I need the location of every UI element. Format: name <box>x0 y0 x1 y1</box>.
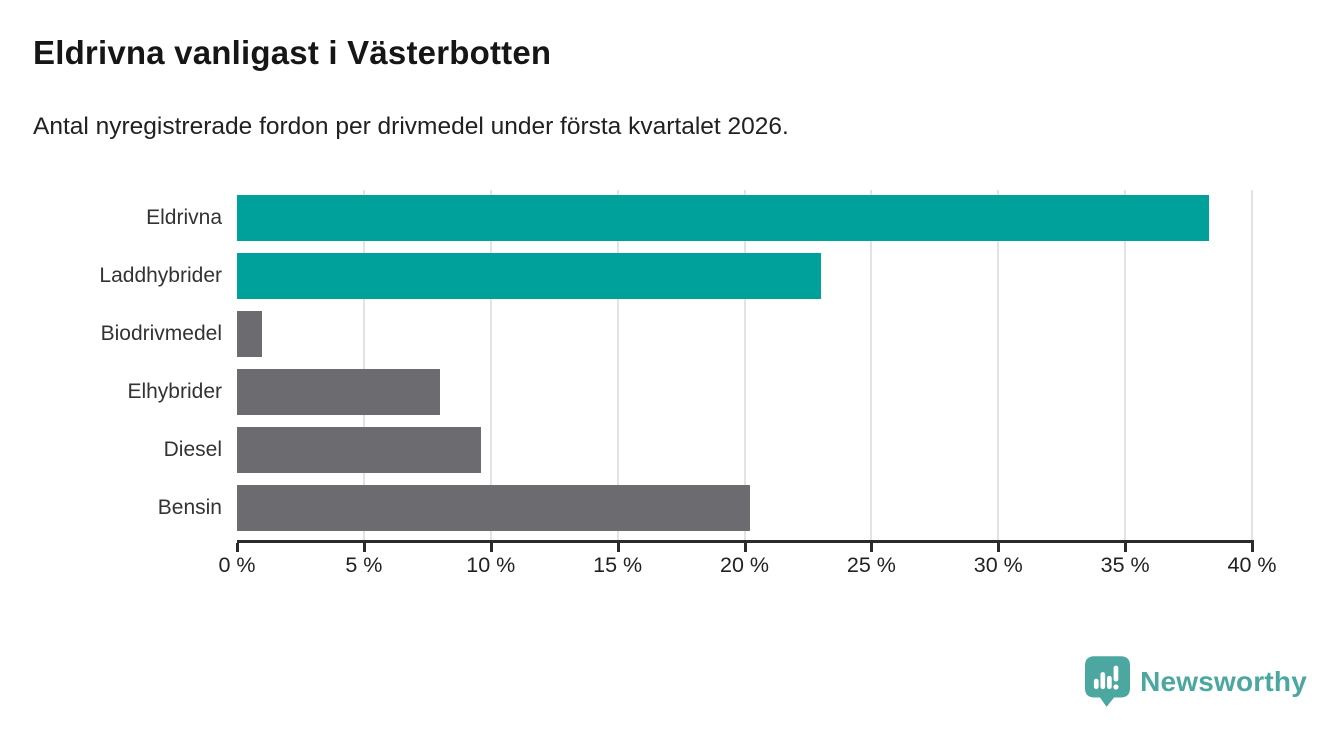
bar-row-eldrivna: Eldrivna <box>146 195 1252 241</box>
bar-row-diesel: Diesel <box>164 426 1252 473</box>
category-label-eldrivna: Eldrivna <box>146 206 222 229</box>
plot-area: Eldrivna Laddhybrider Biodrivmedel Elhybrid… <box>99 190 1253 542</box>
chart-subtitle: Antal nyregistrerade fordon per drivmede… <box>33 113 789 140</box>
bar-row-laddhybrider: Laddhybrider <box>99 252 1252 299</box>
x-axis-tick-label-0: 0 % <box>218 553 256 577</box>
x-axis-tick-30 <box>997 543 1001 552</box>
x-axis-tick-label-15: 15 % <box>593 553 643 577</box>
gridline-5 <box>362 190 365 542</box>
category-label-biodrivmedel: Biodrivmedel <box>100 321 222 345</box>
chart-title: Eldrivna vanligast i Västerbotten <box>33 34 552 71</box>
x-axis-tick-label-35: 35 % <box>1100 553 1150 577</box>
x-axis-tick-15 <box>616 543 620 552</box>
x-axis-tick-25 <box>870 543 874 552</box>
bar-eldrivna <box>237 195 1209 241</box>
x-axis-tick-label-10: 10 % <box>466 553 516 577</box>
gridline-15 <box>616 190 619 542</box>
gridline-30 <box>997 190 1000 542</box>
gridline-10 <box>489 190 492 542</box>
category-label-elhybrider: Elhybrider <box>127 379 222 403</box>
category-label-bensin: Bensin <box>157 495 222 519</box>
newsworthy-logo-text: Newsworthy <box>1140 665 1307 697</box>
x-axis-line <box>237 540 1254 543</box>
category-label-laddhybrider: Laddhybrider <box>99 263 222 287</box>
bar-row-biodrivmedel: Biodrivmedel <box>101 310 1252 357</box>
bar-row-elhybrider: Elhybrider <box>127 368 1252 415</box>
category-label-diesel: Diesel <box>163 437 222 461</box>
bar-bensin <box>237 484 750 531</box>
gridline-35 <box>1124 190 1127 542</box>
x-axis-tick-5 <box>362 543 366 552</box>
x-axis-tick-label-25: 25 % <box>846 553 896 577</box>
gridline-25 <box>870 190 873 542</box>
x-axis-tick-0 <box>236 543 239 552</box>
x-axis-tick-label-40: 40 % <box>1227 553 1277 577</box>
bar-biodrivmedel <box>237 310 263 357</box>
x-axis-tick-label-20: 20 % <box>719 553 769 577</box>
bar-row-bensin: Bensin <box>158 484 1252 531</box>
x-axis-tick-label-5: 5 % <box>345 553 383 577</box>
gridline-20 <box>743 190 746 542</box>
x-axis-tick-10 <box>489 543 493 552</box>
gridline-40 <box>1251 190 1253 542</box>
x-axis-tick-label-30: 30 % <box>973 553 1023 577</box>
bar-elhybrider <box>237 368 440 415</box>
bar-laddhybrider <box>237 252 821 299</box>
newsworthy-logo: Newsworthy <box>1085 656 1307 707</box>
bar-diesel <box>237 426 481 473</box>
x-axis-tick-20 <box>743 543 747 552</box>
x-axis-tick-35 <box>1124 543 1128 552</box>
newsworthy-logo-icon <box>1085 656 1131 707</box>
x-axis-tick-40 <box>1251 543 1254 552</box>
